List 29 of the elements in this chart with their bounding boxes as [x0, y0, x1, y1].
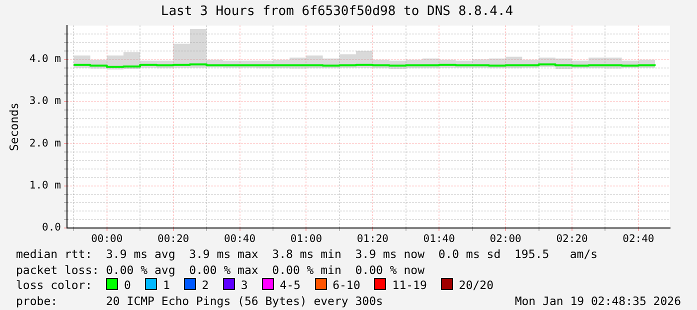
x-tick-label: 02:00: [490, 233, 522, 246]
y-tick-label: 2.0 m: [29, 137, 61, 150]
x-tick-label: 00:40: [224, 233, 256, 246]
x-tick-label: 00:00: [91, 233, 123, 246]
text: 20/20: [458, 278, 494, 292]
text: 4-5: [280, 278, 301, 292]
text: 6-10: [332, 278, 360, 292]
text: Mon Jan 19 02:48:35 2026: [514, 294, 681, 309]
y-axis-title: Seconds: [6, 102, 21, 152]
x-tick-label: 01:20: [356, 233, 388, 246]
y-tick-label: 4.0 m: [29, 53, 61, 66]
text: 0: [124, 278, 131, 292]
text: 11-19: [392, 278, 427, 292]
text: 2: [202, 278, 209, 292]
chart-title: Last 3 Hours from 6f6530f50d98 to DNS 8.8.4.4: [160, 4, 514, 20]
y-tick-label: 0.0: [42, 222, 61, 234]
text: median rtt: 3.9 ms avg 3.9 ms max 3.8 ms min 3.9 ms now 0.0 ms sd 195.5 am/s: [16, 247, 598, 261]
text: packet loss: 0.00 % avg 0.00 % max 0.00 % min 0.00 % now: [16, 262, 424, 276]
x-tick-label: 00:20: [158, 233, 190, 246]
text: 1: [162, 278, 170, 292]
y-tick-label: 3.0 m: [29, 95, 61, 108]
x-tick-label: 02:20: [556, 233, 588, 246]
text: 3: [240, 278, 248, 292]
text: loss color:: [16, 278, 92, 292]
y-tick-label: 1.0 m: [29, 180, 61, 192]
x-tick-label: 01:00: [290, 233, 322, 246]
x-tick-label: 02:40: [622, 233, 654, 246]
text: probe: 20 ICMP Echo Pings (56 Bytes) every 300s: [16, 294, 383, 308]
x-tick-label: 01:40: [423, 233, 455, 246]
